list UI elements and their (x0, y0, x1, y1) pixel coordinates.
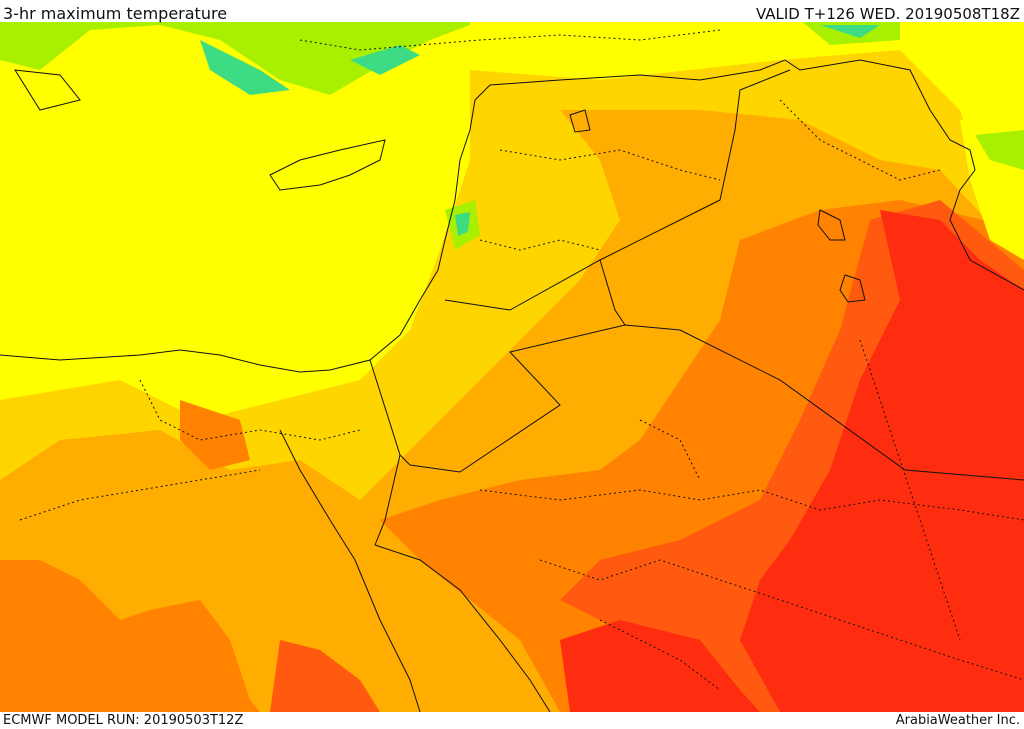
map-header: 3-hr maximum temperature VALID T+126 WED… (0, 0, 1024, 23)
mediterranean-sea (0, 75, 470, 370)
internal-boundaries (19, 29, 1024, 691)
cool-patches (0, 20, 1024, 260)
valid-time-label: VALID T+126 WED. 20190508T18Z (755, 5, 1020, 23)
credit-label: ArabiaWeather Inc. (895, 713, 1020, 728)
model-run-label: ECMWF MODEL RUN: 20190503T12Z (3, 713, 244, 728)
borders (0, 59, 1024, 712)
orange-zone-west (0, 560, 260, 712)
map-title: 3-hr maximum temperature (3, 4, 228, 23)
orange-zone-egypt (180, 400, 250, 470)
temperature-map[interactable] (0, 20, 1024, 712)
red-zone (740, 210, 1024, 712)
map-footer: ECMWF MODEL RUN: 20190503T12Z ArabiaWeat… (0, 712, 1024, 729)
red-orange-zone-sw (270, 640, 380, 712)
red-zone-south (560, 620, 760, 712)
